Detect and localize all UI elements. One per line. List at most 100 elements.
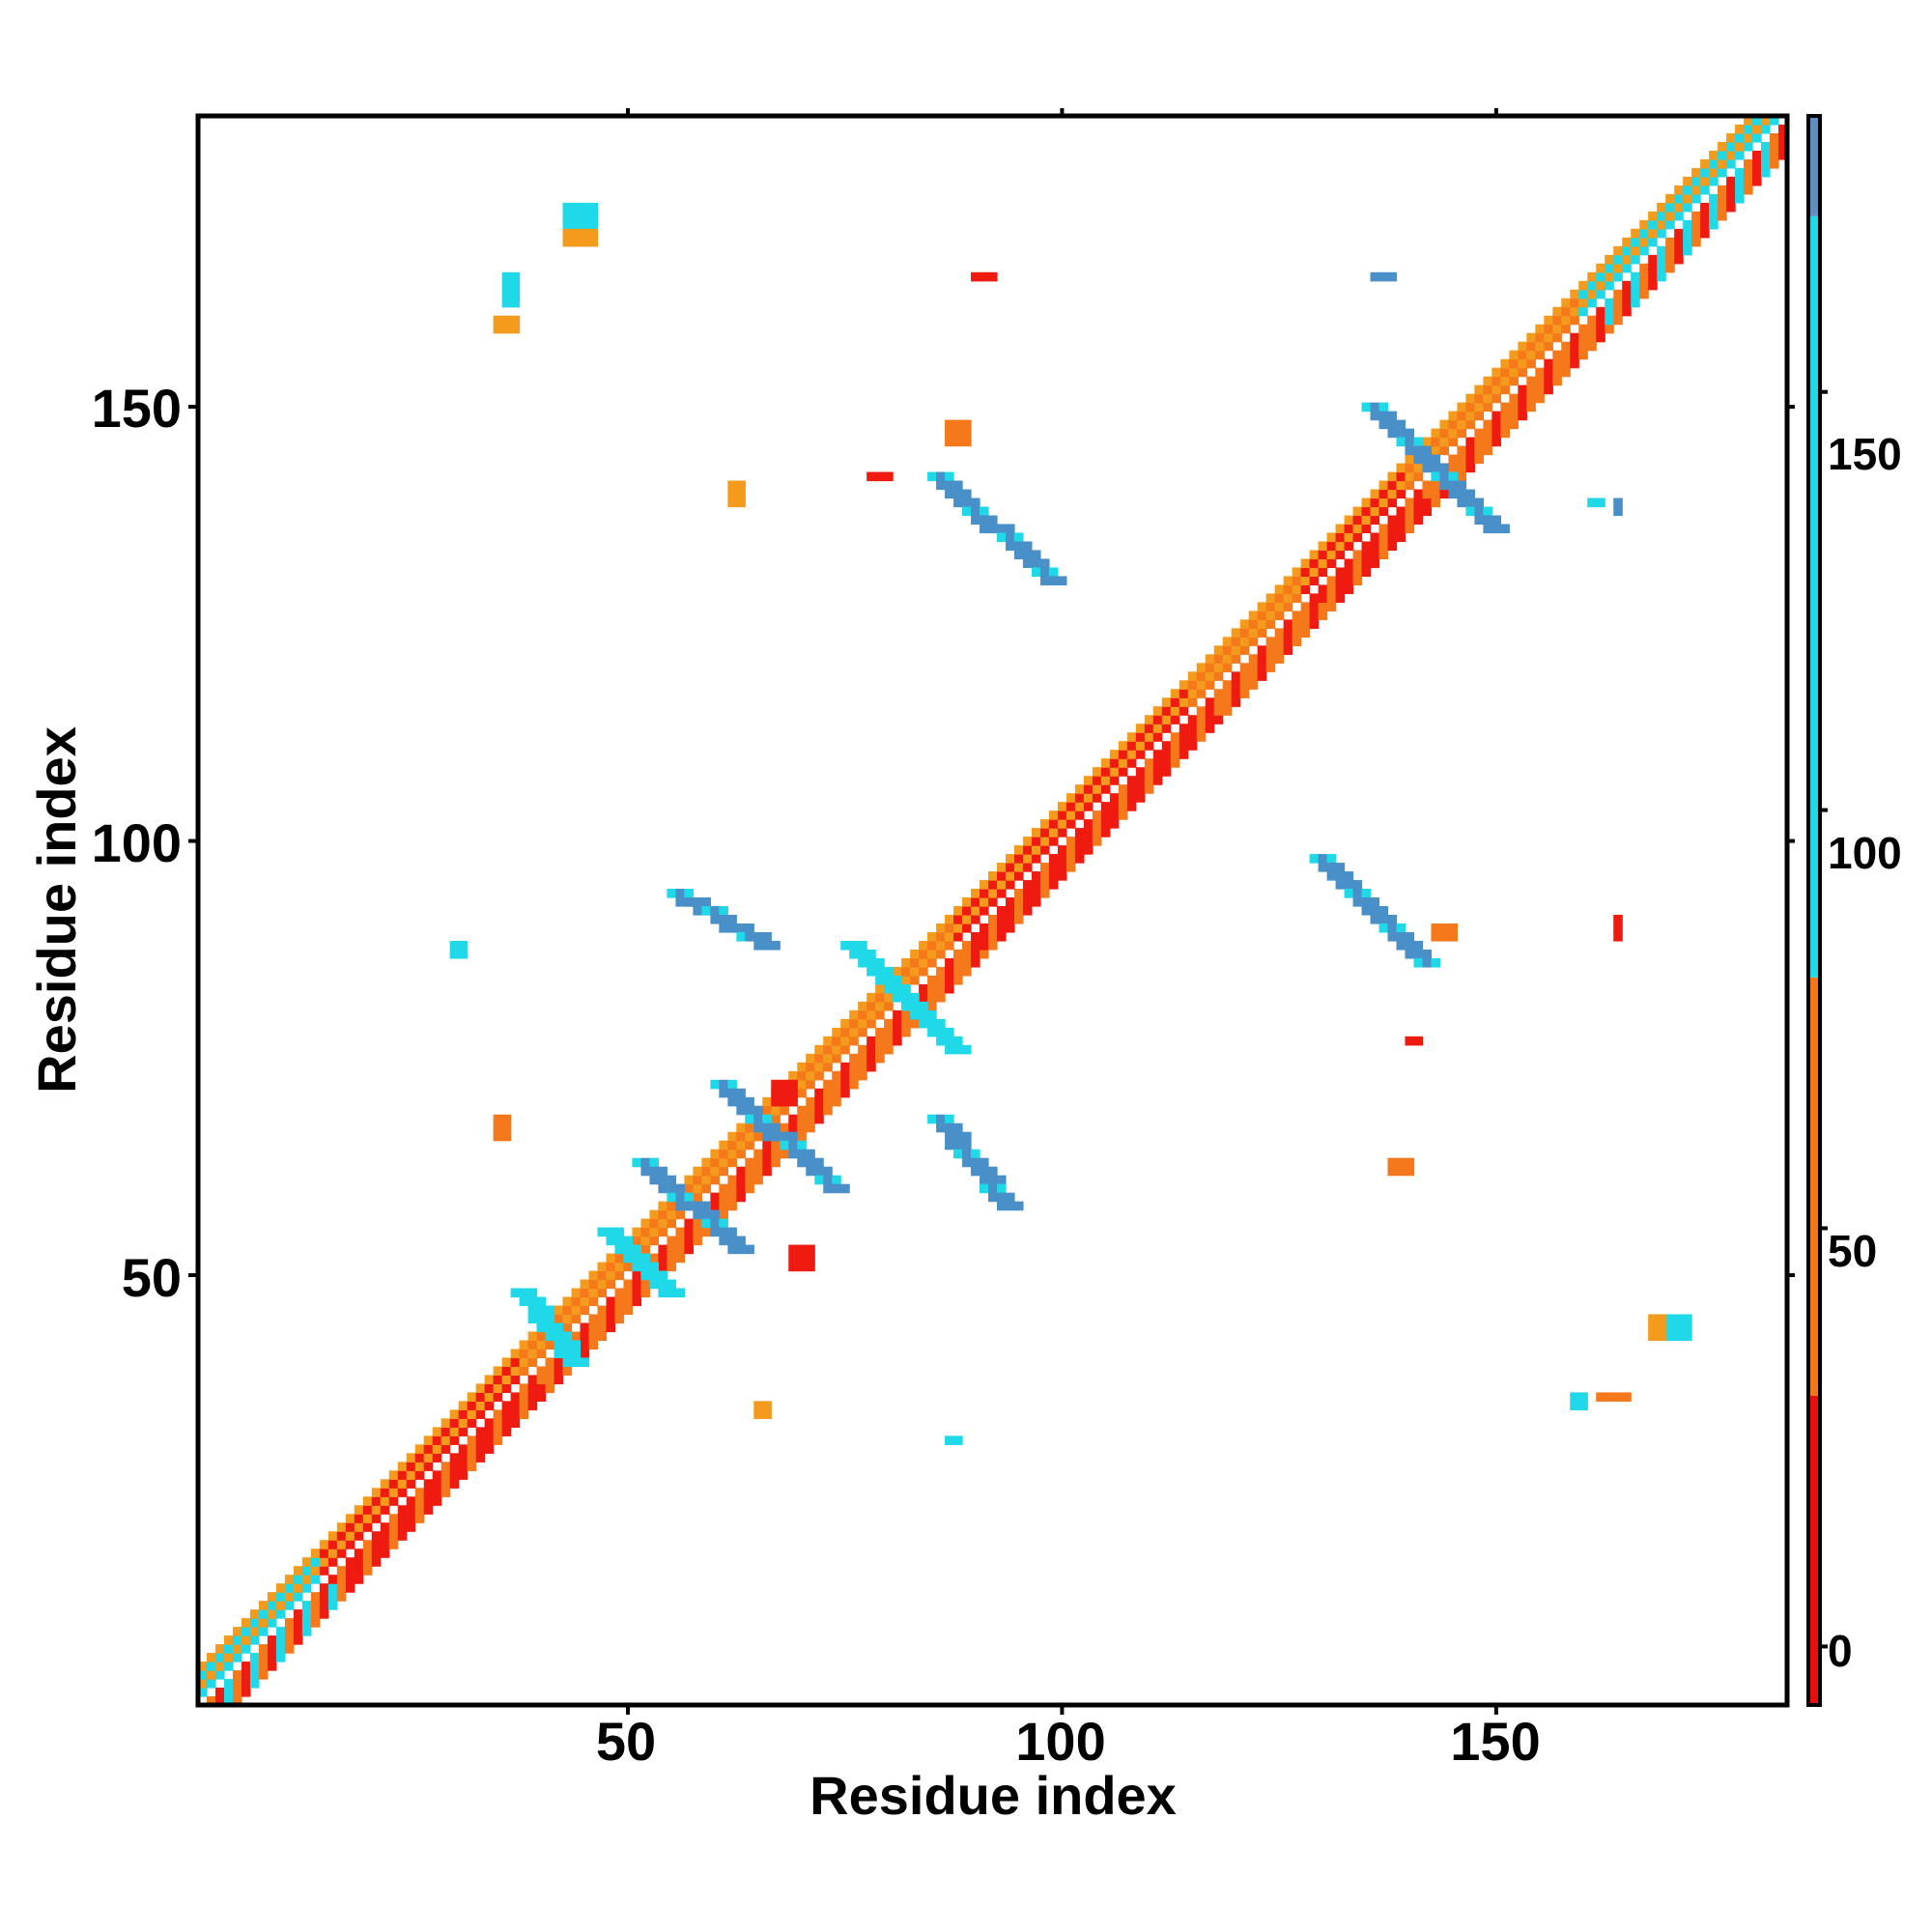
- contact-cell-diagonal: [1248, 671, 1259, 681]
- contact-cell-strand: [832, 1175, 841, 1185]
- contact-cell-diagonal: [867, 1001, 876, 1011]
- contact-cell-diagonal: [1109, 776, 1120, 785]
- contact-cell-diagonal: [1509, 350, 1519, 360]
- contact-cell-diagonal: [936, 923, 946, 933]
- contact-cell-patch: [588, 202, 599, 213]
- contact-cell-diagonal: [1170, 750, 1180, 759]
- contact-cell-diagonal: [988, 923, 998, 933]
- contact-cell-strand: [1022, 541, 1033, 552]
- contact-cell-diagonal: [806, 1096, 815, 1107]
- contact-cell-diagonal: [1752, 150, 1762, 160]
- contact-cell-diagonal: [1092, 776, 1102, 785]
- contact-cell-diagonal: [345, 1583, 355, 1593]
- contact-cell-diagonal: [1048, 819, 1059, 829]
- contact-cell-diagonal: [301, 1627, 312, 1636]
- contact-cell-strand: [632, 1244, 642, 1255]
- contact-cell-strand: [554, 1331, 564, 1342]
- contact-cell-diagonal: [1378, 541, 1389, 552]
- contact-cell-diagonal: [423, 1505, 434, 1515]
- contact-cell-diagonal: [1483, 402, 1492, 412]
- contact-cell-strand: [736, 923, 746, 933]
- contact-cell-diagonal: [1761, 141, 1771, 152]
- contact-cell-diagonal: [1587, 298, 1597, 308]
- contact-cell-diagonal: [1405, 454, 1415, 465]
- contact-cell-strand: [649, 1270, 660, 1281]
- contact-cell-diagonal: [449, 1409, 460, 1419]
- contact-cell-diagonal: [971, 940, 980, 951]
- contact-cell-diagonal: [684, 1236, 694, 1246]
- contact-cell-diagonal: [406, 1462, 416, 1471]
- contact-cell-strand: [1387, 419, 1398, 430]
- contact-cell-diagonal: [1109, 767, 1120, 777]
- contact-cell-strand: [1344, 871, 1354, 881]
- contact-cell-diagonal: [371, 1496, 382, 1506]
- contact-cell-strand: [1370, 411, 1380, 421]
- contact-cell-diagonal: [806, 1062, 815, 1072]
- contact-cell-diagonal: [736, 1192, 746, 1203]
- contact-cell-diagonal: [597, 1288, 608, 1298]
- contact-cell-diagonal: [1248, 619, 1259, 629]
- contact-cell-diagonal: [336, 1575, 347, 1584]
- contact-cell-strand: [658, 1175, 668, 1185]
- contact-cell-patch: [510, 298, 521, 308]
- contact-cell-diagonal: [1570, 298, 1579, 308]
- contact-cell-diagonal: [1544, 376, 1553, 386]
- contact-cell-diagonal: [1231, 637, 1241, 646]
- contact-cell-strand: [945, 1044, 954, 1055]
- contact-cell-diagonal: [632, 1288, 642, 1298]
- contact-cell-strand: [753, 1114, 763, 1124]
- contact-cell-diagonal: [1448, 437, 1459, 447]
- contact-cell-strand: [953, 1044, 963, 1055]
- contact-cell-diagonal: [832, 1096, 841, 1107]
- contact-cell-strand: [675, 1183, 685, 1194]
- contact-cell-patch: [1396, 1157, 1406, 1168]
- contact-cell-diagonal: [771, 1105, 781, 1116]
- contact-cell-diagonal: [345, 1566, 355, 1576]
- contact-cell-patch: [1613, 497, 1623, 508]
- contact-cell-diagonal: [1483, 393, 1492, 404]
- contact-cell-diagonal: [1065, 802, 1076, 811]
- contact-cell-strand: [1413, 437, 1424, 447]
- contact-cell-strand: [649, 1166, 660, 1177]
- contact-cell-diagonal: [849, 1053, 859, 1064]
- contact-cell-strand: [710, 1218, 720, 1229]
- contact-cell-diagonal: [1239, 619, 1250, 629]
- contact-cell-diagonal: [1022, 889, 1033, 898]
- contact-cell-diagonal: [580, 1340, 590, 1350]
- contact-cell-strand: [980, 515, 989, 526]
- contact-cell-diagonal: [1770, 150, 1779, 160]
- contact-cell-diagonal: [649, 1253, 660, 1264]
- contact-cell-diagonal: [867, 1044, 876, 1055]
- contact-cell-diagonal: [1683, 202, 1692, 213]
- contact-cell-strand: [745, 1244, 754, 1255]
- contact-cell-diagonal: [614, 1253, 625, 1264]
- contact-cell-diagonal: [1126, 776, 1137, 785]
- contact-cell-diagonal: [1439, 437, 1450, 447]
- contact-cell-diagonal: [354, 1548, 364, 1558]
- contact-cell-diagonal: [1126, 741, 1137, 751]
- contact-cell-strand: [893, 983, 902, 994]
- contact-cell-diagonal: [241, 1627, 251, 1636]
- contact-cell-diagonal: [1031, 845, 1041, 855]
- contact-cell-diagonal: [380, 1488, 390, 1497]
- y-axis-title: Residue index: [26, 726, 87, 1094]
- contact-cell-diagonal: [867, 1018, 876, 1029]
- contact-cell-patch: [1665, 1322, 1675, 1333]
- contact-cell-patch: [501, 1122, 512, 1133]
- contact-cell-diagonal: [1683, 245, 1692, 256]
- contact-cell-patch: [1674, 1322, 1684, 1333]
- contact-cell-strand: [971, 515, 980, 526]
- contact-cell-diagonal: [1570, 315, 1579, 326]
- contact-cell-strand: [640, 1166, 651, 1177]
- contact-cell-diagonal: [327, 1557, 338, 1567]
- contact-cell-diagonal: [1718, 167, 1727, 178]
- contact-cell-diagonal: [693, 1192, 702, 1203]
- contact-cell-diagonal: [1500, 411, 1510, 421]
- contact-cell-strand: [988, 515, 998, 526]
- contact-cell-strand: [753, 931, 763, 942]
- contact-cell-patch: [493, 1122, 503, 1133]
- contact-cell-strand: [727, 1227, 737, 1237]
- contact-cell-diagonal: [1405, 515, 1415, 526]
- contact-cell-patch: [762, 1409, 772, 1419]
- contact-cell-diagonal: [1665, 193, 1675, 204]
